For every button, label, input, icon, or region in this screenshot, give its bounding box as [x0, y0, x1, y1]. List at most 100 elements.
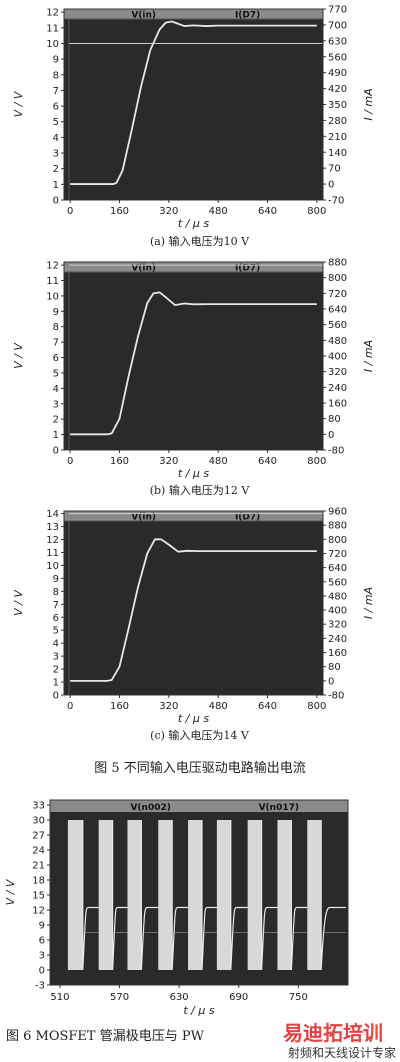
- y-left-tick-label: 8: [53, 70, 59, 81]
- y-left-tick-label: 6: [53, 102, 59, 113]
- x-tick-label: 160: [110, 206, 129, 217]
- y-left-tick-label: 18: [32, 876, 45, 887]
- x-tick-label: 320: [159, 456, 178, 467]
- y-right-tick-label: 400: [328, 352, 347, 363]
- drain-voltage-segment: [201, 820, 217, 971]
- pwm-pulse: [277, 820, 292, 970]
- legend-entry-vin: V(in): [131, 513, 156, 523]
- y-right-tick-label: 480: [328, 336, 347, 347]
- x-tick-label: 510: [50, 992, 69, 1003]
- y-left-tick-label: 6: [39, 936, 45, 947]
- y-left-tick-label: 9: [39, 921, 45, 932]
- x-tick-label: 0: [67, 701, 73, 712]
- y-left-tick-label: 9: [53, 307, 59, 318]
- subcaption: (b) 输入电压为12 V: [150, 483, 251, 497]
- x-axis-label: t / μ s: [183, 1004, 215, 1017]
- legend-bar: [50, 800, 348, 812]
- legend-entry-id7: I(D7): [235, 11, 260, 21]
- x-axis-label: t / μ s: [178, 467, 210, 480]
- x-tick-label: 160: [110, 456, 129, 467]
- y-right-tick-label: 80: [328, 662, 341, 673]
- y-right-tick-label: 490: [328, 68, 347, 79]
- y-left-tick-label: 7: [53, 338, 59, 349]
- y-left-tick-label: 33: [32, 801, 45, 812]
- y-right-axis-label: I / mA: [362, 587, 375, 619]
- y-right-tick-label: 0: [328, 430, 334, 441]
- x-tick-label: 750: [289, 992, 308, 1003]
- x-tick-label: 800: [307, 456, 326, 467]
- y-right-tick-label: 210: [328, 132, 347, 143]
- y-right-tick-label: 160: [328, 648, 347, 659]
- y-left-axis-label: V / V: [12, 90, 25, 117]
- series-line-id7: [70, 20, 317, 185]
- y-left-tick-label: 1: [53, 430, 59, 441]
- x-tick-label: 480: [209, 701, 228, 712]
- x-tick-label: 690: [229, 992, 248, 1003]
- legend-entry-vin: V(in): [131, 11, 156, 21]
- y-left-tick-label: 13: [46, 522, 59, 533]
- plot-area: [64, 9, 323, 200]
- y-left-axis-label: V / V: [4, 878, 17, 905]
- x-tick-label: 320: [159, 206, 178, 217]
- drain-voltage-segment: [260, 820, 278, 971]
- y-right-tick-label: 80: [328, 414, 341, 425]
- pwm-pulse: [98, 820, 113, 970]
- drain-voltage-segment: [140, 820, 159, 971]
- y-right-tick-label: 630: [328, 36, 347, 47]
- x-axis-label: t / μ s: [178, 217, 210, 230]
- y-left-tick-label: 9: [53, 55, 59, 66]
- y-right-tick-label: 350: [328, 100, 347, 111]
- y-left-tick-label: 12: [46, 261, 59, 272]
- plot-area: [64, 511, 323, 695]
- chart-panel-0: V(in) I(D7)0 160 320 480 640 80001234567891011…: [12, 5, 375, 249]
- drain-voltage-segment: [230, 820, 248, 971]
- y-left-tick-label: 12: [32, 906, 45, 917]
- watermark-logo-text: 易迪拓培训: [283, 1021, 383, 1045]
- y-left-tick-label: 11: [46, 276, 59, 287]
- y-left-tick-label: 2: [53, 415, 59, 426]
- y-right-tick-label: 400: [328, 606, 347, 617]
- legend-entry-id7: I(D7): [235, 513, 260, 523]
- y-left-tick-label: 2: [53, 665, 59, 676]
- x-tick-label: 800: [307, 701, 326, 712]
- legend-entry-id7: I(D7): [235, 264, 260, 274]
- legend-entry-vn017: V(n017): [259, 803, 299, 813]
- x-tick-label: 320: [159, 701, 178, 712]
- chart-panel-3: V(n002) V(n017) 510 570 630 690 750 -3 0 3 6 9 12 15 1…: [4, 799, 349, 1017]
- pwm-pulse: [307, 820, 322, 970]
- y-left-tick-label: 10: [46, 561, 59, 572]
- y-right-tick-label: 240: [328, 383, 347, 394]
- legend-bar: [64, 262, 323, 272]
- y-right-tick-label: 0: [328, 180, 334, 191]
- y-right-tick-label: 320: [328, 367, 347, 378]
- y-right-tick-label: 560: [328, 320, 347, 331]
- chart-panel-2: V(in) I(D7)0 160 320 480 640 80001234567891011…: [12, 507, 375, 743]
- y-left-tick-label: 3: [53, 149, 59, 160]
- y-right-tick-label: 320: [328, 620, 347, 631]
- y-left-tick-label: 30: [32, 816, 45, 827]
- drain-voltage-segment: [171, 820, 189, 971]
- y-right-tick-label: 160: [328, 399, 347, 410]
- x-tick-label: 570: [110, 992, 129, 1003]
- x-tick-label: 0: [67, 206, 73, 217]
- x-tick-label: 160: [110, 701, 129, 712]
- y-left-tick-label: 3: [53, 652, 59, 663]
- y-left-tick-label: 4: [53, 639, 59, 650]
- y-right-tick-label: 280: [328, 116, 347, 127]
- y-right-tick-label: 640: [328, 305, 347, 316]
- x-tick-label: 480: [209, 206, 228, 217]
- y-left-tick-label: 9: [53, 574, 59, 585]
- y-left-tick-label: 10: [46, 39, 59, 50]
- y-left-tick-label: 6: [53, 613, 59, 624]
- x-tick-label: 640: [258, 456, 277, 467]
- drain-voltage-segment: [320, 820, 346, 971]
- y-left-tick-label: 1: [53, 678, 59, 689]
- y-left-tick-label: 8: [53, 587, 59, 598]
- figure6-caption: 图 6 MOSFET 管漏极电压与 PW: [6, 1028, 205, 1044]
- y-left-tick-label: 15: [32, 891, 45, 902]
- y-left-tick-label: 7: [53, 600, 59, 611]
- series-line-id7: [70, 538, 317, 682]
- watermark-tagline: 射频和天线设计专家: [288, 1045, 396, 1060]
- y-left-tick-label: 27: [32, 831, 45, 842]
